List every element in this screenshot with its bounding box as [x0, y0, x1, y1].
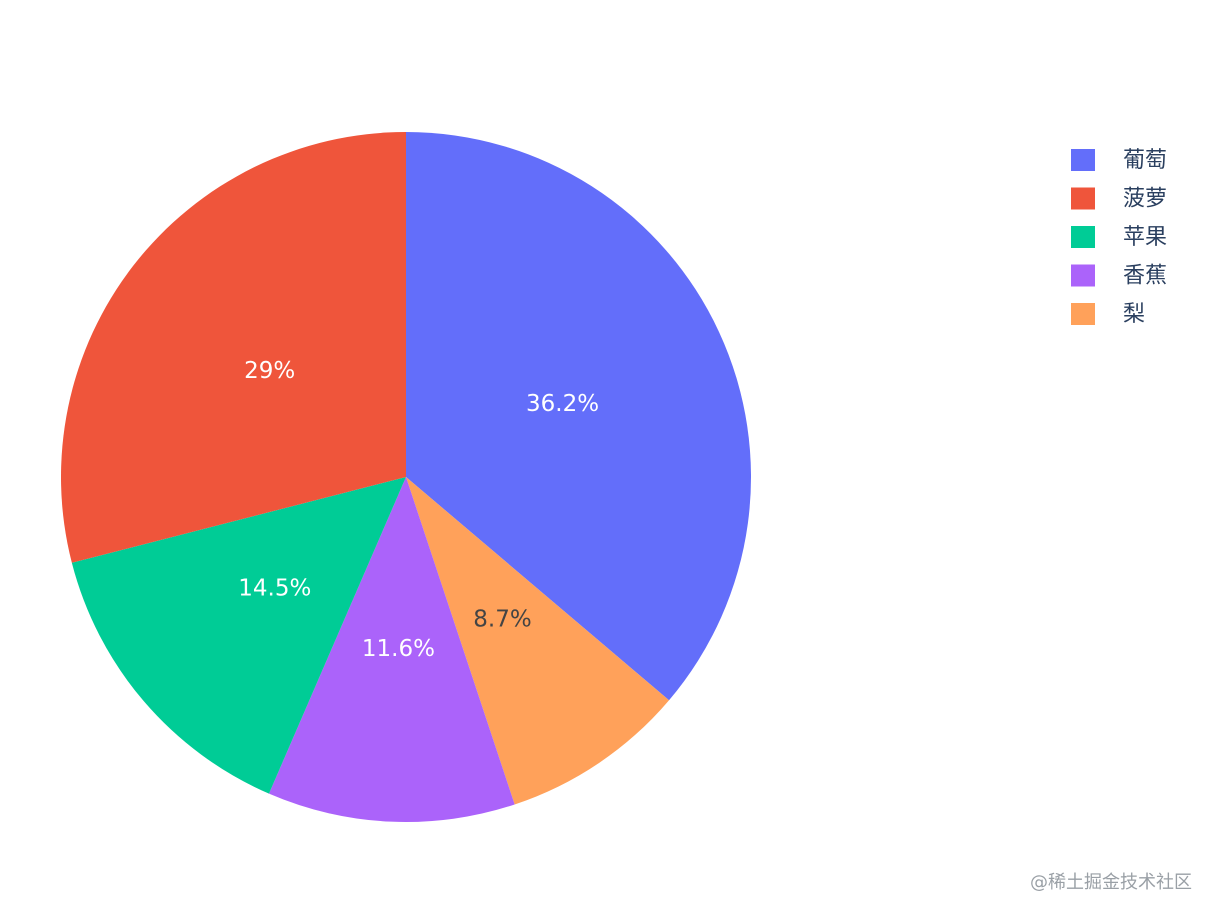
legend-label: 梨: [1123, 302, 1145, 327]
pie-slice: [60, 132, 407, 563]
watermark: @稀土掘金技术社区: [1030, 872, 1192, 893]
slice-label: 11.6%: [362, 636, 435, 662]
pie-slice: [268, 477, 515, 822]
slice-label: 29%: [244, 358, 295, 384]
legend-swatch: [1071, 187, 1095, 210]
slice-label: 36.2%: [526, 391, 599, 417]
pie-slice: [406, 132, 752, 701]
legend-label: 苹果: [1123, 225, 1167, 250]
legend-label: 香蕉: [1123, 264, 1167, 289]
slice-label: 8.7%: [473, 606, 531, 632]
legend-label: 菠萝: [1123, 187, 1167, 212]
legend-swatch: [1071, 303, 1095, 325]
legend-swatch: [1071, 226, 1095, 248]
pie-slice: [406, 477, 670, 805]
legend-swatch: [1071, 264, 1095, 287]
pie-slice: [71, 477, 406, 794]
legend-label: 葡萄: [1123, 148, 1167, 173]
slice-label: 14.5%: [238, 576, 311, 602]
legend-swatch: [1071, 149, 1095, 171]
